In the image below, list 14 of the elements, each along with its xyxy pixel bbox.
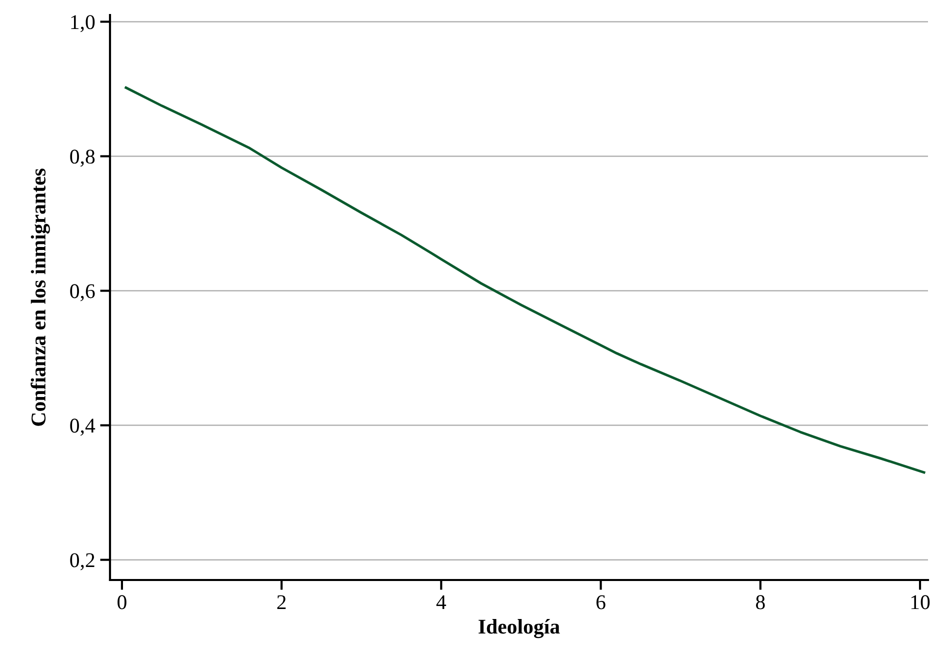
y-tick-label: 0,8 [70,150,95,167]
x-tick-label: 2 [277,595,286,610]
x-tick-label: 10 [911,595,930,610]
y-tick-label: 0,2 [70,553,94,570]
x-tick-label: 8 [756,595,765,610]
line-series [124,86,926,474]
y-tick-label: 0,4 [70,418,96,436]
y-tick-label: 1,0 [71,15,95,32]
y-tick-label: 0,6 [70,284,95,302]
x-tick-label: 6 [596,595,606,610]
x-tick-label: 0 [118,595,126,610]
y-axis-title: Confianza en los inmigrantes [30,168,50,426]
x-axis-title: Ideología [478,619,560,638]
x-tick-label: 4 [436,595,446,610]
